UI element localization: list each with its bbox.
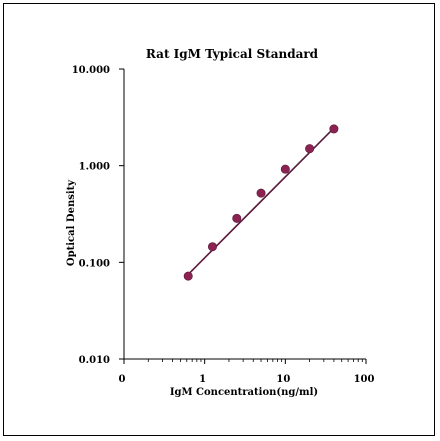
x-tick-label: 100: [354, 374, 375, 385]
x-tick-label: 10: [276, 374, 290, 385]
x-axis-label: IgM Concentration(ng/ml): [170, 387, 318, 398]
y-tick-label: 1.000: [79, 162, 110, 173]
y-ticks: 10.000 1.000 0.100 0.010: [72, 65, 124, 366]
data-point: [183, 271, 193, 281]
chart-frame: [3, 3, 435, 436]
data-point: [280, 164, 290, 174]
data-point: [305, 144, 315, 154]
data-point: [207, 242, 217, 252]
data-points: [183, 124, 339, 281]
x-ticks: 0 1 10 100: [119, 359, 375, 385]
y-tick-label: 10.000: [72, 65, 110, 76]
y-tick-label: 0.010: [79, 355, 110, 366]
x-tick-label: 0: [119, 374, 126, 385]
data-point: [232, 213, 242, 223]
data-point: [256, 188, 266, 198]
y-tick-label: 0.100: [79, 258, 110, 269]
data-point: [329, 124, 339, 134]
x-tick-label: 1: [199, 374, 206, 385]
y-axis-label: Optical Density: [66, 179, 77, 266]
chart-title: Rat IgM Typical Standard: [146, 47, 319, 61]
